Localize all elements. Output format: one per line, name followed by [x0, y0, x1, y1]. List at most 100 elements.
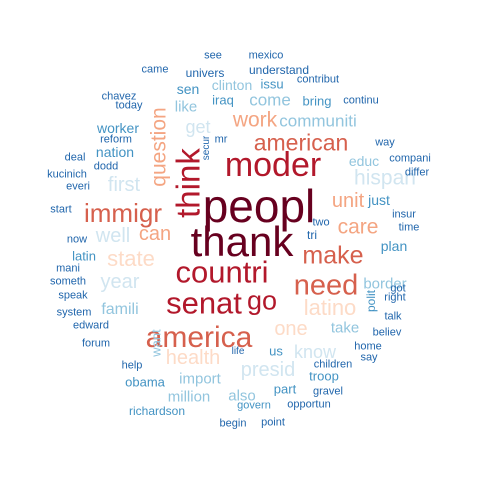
- word: moder: [224, 146, 322, 184]
- word: chavez: [101, 90, 137, 103]
- word: come: [249, 90, 291, 110]
- word: plan: [380, 238, 408, 254]
- word: mr: [214, 133, 228, 146]
- word: american: [253, 129, 349, 156]
- word: home: [354, 340, 382, 353]
- word: latino: [303, 295, 357, 320]
- word: obama: [125, 374, 165, 390]
- word: tri: [307, 228, 317, 242]
- word: mexico: [248, 49, 284, 62]
- word: opportun: [287, 398, 331, 411]
- word: like: [174, 98, 198, 116]
- word: one: [274, 318, 308, 340]
- word: just: [368, 192, 390, 208]
- word: bring: [302, 93, 332, 109]
- word: border: [363, 275, 407, 293]
- word: kucinich: [47, 168, 87, 181]
- word: million: [167, 388, 211, 406]
- word: thank: [190, 218, 294, 265]
- word: work: [232, 108, 278, 132]
- word: life: [231, 346, 245, 357]
- word: everi: [66, 180, 90, 193]
- word: polit: [364, 289, 378, 313]
- word: insur: [392, 208, 416, 221]
- word: communiti: [279, 111, 357, 131]
- word: take: [330, 319, 360, 337]
- word: reform: [100, 133, 132, 146]
- word: want: [148, 329, 164, 357]
- word: issu: [260, 76, 284, 92]
- word: famili: [101, 301, 139, 318]
- word: children: [313, 358, 353, 371]
- word: make: [302, 241, 364, 270]
- word: think: [169, 148, 207, 218]
- word: us: [269, 343, 283, 359]
- word: latin: [72, 248, 96, 264]
- word: continu: [343, 94, 379, 107]
- word: clinton: [211, 77, 253, 93]
- word: get: [185, 117, 211, 137]
- word: say: [360, 351, 378, 364]
- word: state: [107, 246, 155, 271]
- word: understand: [248, 63, 310, 77]
- word: forum: [81, 337, 111, 350]
- word: got: [390, 282, 406, 295]
- word: dodd: [93, 160, 119, 173]
- word: differ: [404, 166, 430, 179]
- word: contribut: [296, 73, 340, 86]
- word: iraq: [212, 92, 234, 108]
- word: america: [145, 321, 253, 354]
- word: help: [121, 359, 143, 372]
- word: know: [293, 342, 337, 362]
- word: presid: [240, 359, 296, 381]
- word: health: [165, 347, 221, 369]
- word: can: [138, 223, 172, 245]
- word: educ: [348, 153, 380, 169]
- word: today: [115, 99, 143, 112]
- word: well: [95, 225, 131, 247]
- word: mani: [56, 262, 80, 275]
- word: someth: [49, 275, 87, 288]
- word: edward: [72, 319, 110, 332]
- word: compani: [389, 152, 431, 165]
- word: begin: [219, 417, 247, 430]
- word: time: [398, 221, 420, 234]
- word: richardson: [128, 404, 186, 418]
- word: need: [293, 269, 359, 302]
- word: secur: [201, 135, 212, 161]
- word: deal: [64, 151, 86, 164]
- word: also: [228, 387, 256, 405]
- word: sen: [176, 81, 200, 97]
- word: two: [312, 216, 330, 229]
- word: worker: [96, 120, 140, 136]
- word: countri: [175, 254, 269, 290]
- word: system: [56, 306, 92, 319]
- word: now: [66, 233, 88, 246]
- word: question: [147, 107, 171, 187]
- word: see: [204, 49, 222, 62]
- word: gravel: [313, 385, 343, 398]
- word: care: [337, 215, 379, 239]
- word: peopl: [202, 180, 316, 232]
- word: year: [100, 271, 140, 293]
- word: govern: [237, 399, 271, 412]
- word: talk: [384, 310, 402, 323]
- word: came: [141, 63, 169, 76]
- word: nation: [95, 144, 135, 160]
- word: part: [273, 381, 297, 397]
- word: right: [384, 291, 406, 304]
- word: first: [107, 174, 141, 196]
- word: start: [50, 203, 72, 216]
- word: unit: [331, 190, 365, 212]
- word: univers: [185, 66, 225, 80]
- word: speak: [58, 289, 88, 302]
- word: immigr: [84, 198, 162, 228]
- word: believ: [372, 326, 402, 339]
- word: senat: [166, 285, 242, 321]
- word: point: [261, 416, 285, 429]
- word: hispan: [354, 166, 416, 190]
- word: troop: [309, 368, 339, 384]
- word: import: [179, 370, 221, 388]
- word: go: [246, 285, 278, 316]
